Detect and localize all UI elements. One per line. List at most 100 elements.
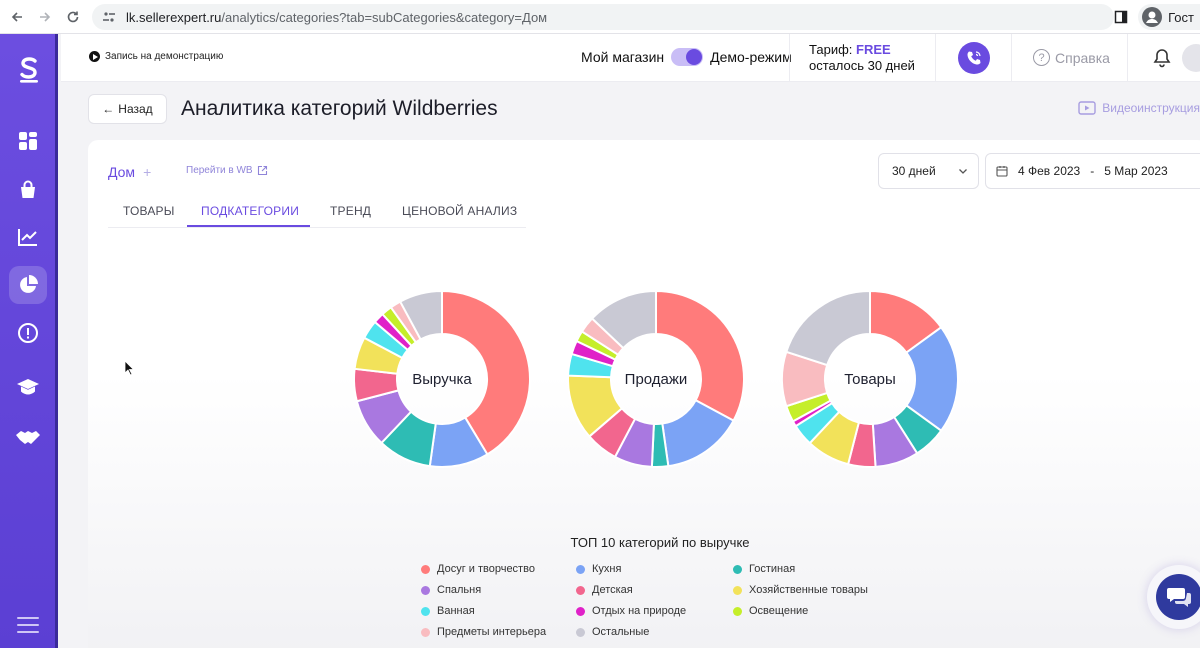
legend-dot (421, 606, 430, 616)
phone-icon (967, 51, 981, 65)
profile-icon (1142, 7, 1163, 27)
sidebar (0, 34, 58, 648)
reload-icon[interactable] (62, 6, 84, 28)
tariff-info: Тариф: FREE осталось 30 дней (809, 42, 915, 74)
tab-products[interactable]: ТОВАРЫ (123, 204, 175, 218)
legend-item[interactable]: Гостиная (733, 563, 795, 575)
legend-label: Освещение (749, 605, 809, 617)
legend-dot (733, 606, 742, 616)
bell-icon (1153, 49, 1171, 68)
legend-item[interactable]: Хозяйственные товары (733, 584, 868, 596)
demo-label: Демо-режим (710, 49, 792, 65)
address-bar[interactable]: lk.sellerexpert.ru/analytics/categories?… (92, 4, 1114, 30)
side-panel-icon[interactable] (1114, 10, 1128, 24)
legend-item[interactable]: Предметы интерьера (421, 626, 546, 638)
video-label: Видеоинструкция (1102, 101, 1200, 115)
back-button[interactable]: ← Назад (88, 94, 167, 124)
tab-trend[interactable]: ТРЕНД (330, 204, 372, 218)
legend-item[interactable]: Детская (576, 584, 633, 596)
graduation-cap-icon (17, 379, 39, 395)
tab-price-analysis[interactable]: ЦЕНОВОЙ АНАЛИЗ (402, 204, 518, 218)
date-range-picker[interactable]: 4 Фев 2023 - 5 Мар 2023 (985, 153, 1200, 189)
demo-mode-toggle[interactable] (671, 48, 704, 66)
legend-dot (421, 564, 430, 574)
pie-chart-icon (20, 275, 38, 293)
line-chart-icon (18, 229, 37, 246)
category-selector[interactable]: Дом + (108, 164, 151, 180)
period-select[interactable]: 30 дней (878, 153, 979, 189)
external-link-icon (257, 165, 267, 176)
legend-item[interactable]: Кухня (576, 563, 621, 575)
category-name: Дом (108, 164, 136, 180)
mouse-cursor-icon (124, 360, 135, 381)
chevron-down-icon (959, 169, 967, 174)
legend-label: Гостиная (749, 563, 796, 575)
legend-item[interactable]: Освещение (733, 605, 808, 617)
legend-item[interactable]: Ванная (421, 605, 475, 617)
arrow-left-icon: ← (102, 102, 115, 116)
back-arrow-icon[interactable] (6, 6, 28, 28)
date-to: 5 Мар 2023 (1104, 164, 1168, 178)
go-to-wb-link[interactable]: Перейти в WB (186, 165, 268, 176)
tariff-label: Тариф: (809, 42, 853, 57)
legend-dot (733, 564, 742, 574)
store-label: Мой магазин (581, 49, 665, 65)
tariff-value: FREE (856, 42, 891, 57)
app-header: Запись на демонстрацию Мой магазин Демо-… (61, 34, 1200, 82)
sidebar-item-products[interactable] (9, 170, 47, 208)
sidebar-item-alerts[interactable] (9, 314, 47, 352)
analytics-card: Дом + Перейти в WB 30 дней 4 Фев 2023 - … (88, 140, 1200, 648)
forward-arrow-icon[interactable] (34, 6, 56, 28)
exclamation-icon (18, 323, 38, 343)
sidebar-item-education[interactable] (9, 368, 47, 406)
plus-icon[interactable]: + (143, 164, 152, 180)
shopping-bag-icon (21, 180, 35, 198)
legend-label: Детская (592, 584, 633, 596)
legend-dot (576, 564, 585, 574)
legend-label: Спальня (437, 584, 482, 596)
record-demo-label: Запись на демонстрацию (105, 51, 224, 62)
profile-button[interactable]: Гост (1138, 4, 1200, 30)
sidebar-item-partners[interactable] (9, 418, 47, 456)
legend-item[interactable]: Отдых на природе (576, 605, 686, 617)
legend-item[interactable]: Досуг и творчество (421, 563, 535, 575)
profile-label: Гост (1168, 9, 1194, 25)
legend-dot (576, 585, 585, 595)
legend-label: Предметы интерьера (437, 626, 547, 638)
sidebar-menu-button[interactable] (17, 617, 39, 638)
tariff-remaining: осталось 30 дней (809, 58, 915, 73)
call-button[interactable] (958, 42, 990, 74)
calendar-icon (996, 166, 1008, 177)
go-to-wb-label: Перейти в WB (186, 165, 253, 176)
chat-icon (1167, 588, 1191, 607)
notifications-button[interactable] (1153, 48, 1171, 73)
legend-dot (576, 606, 585, 616)
help-link[interactable]: ? Справка (1033, 49, 1110, 66)
legend-label: Остальные (592, 626, 650, 638)
sidebar-item-analytics[interactable] (9, 218, 47, 256)
tab-subcategories[interactable]: ПОДКАТЕГОРИИ (201, 204, 300, 218)
legend-label: Отдых на природе (592, 605, 687, 617)
page-title: Аналитика категорий Wildberries (181, 97, 498, 120)
support-chat-button[interactable] (1147, 565, 1200, 629)
video-instruction-link[interactable]: Видеоинструкция (1078, 101, 1200, 115)
legend-dot (421, 585, 430, 595)
legend-item[interactable]: Спальня (421, 584, 481, 596)
legend-dot (421, 627, 430, 637)
back-label: Назад (118, 102, 153, 116)
handshake-icon (16, 431, 40, 444)
legend-label: Ванная (437, 605, 475, 617)
store-mode-switch: Мой магазин Демо-режим (581, 48, 792, 66)
legend-item[interactable]: Остальные (576, 626, 649, 638)
dashboard-icon (19, 132, 37, 150)
browser-toolbar: lk.sellerexpert.ru/analytics/categories?… (0, 0, 1200, 34)
help-label: Справка (1055, 49, 1110, 66)
sellerexpert-logo[interactable] (16, 54, 42, 84)
period-value: 30 дней (892, 164, 936, 178)
record-demo-link[interactable]: Запись на демонстрацию (89, 51, 223, 62)
legend-label: Досуг и творчество (437, 563, 535, 575)
user-avatar[interactable] (1182, 44, 1200, 72)
site-info-icon[interactable] (102, 10, 116, 24)
sidebar-item-dashboard[interactable] (9, 122, 47, 160)
sidebar-item-categories[interactable] (9, 266, 47, 304)
